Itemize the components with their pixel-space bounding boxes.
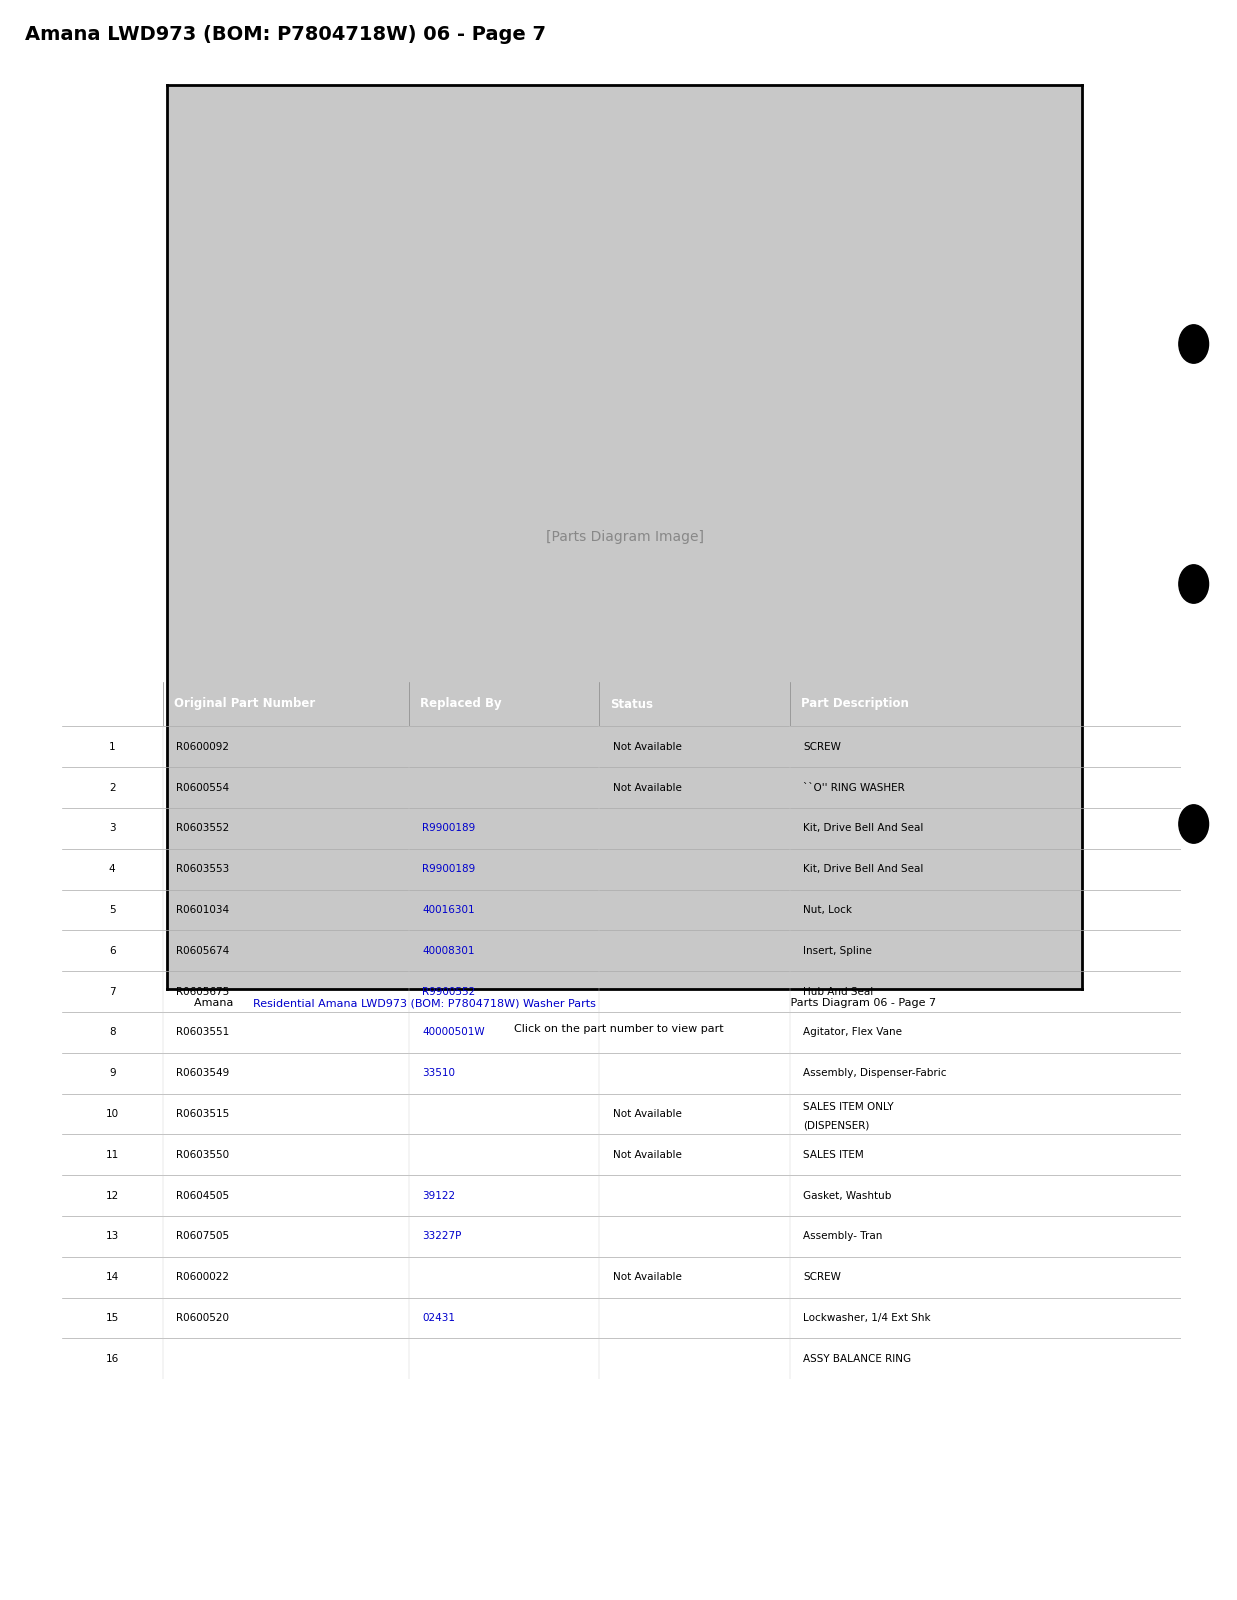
Text: 02431: 02431 [422,1314,455,1323]
Text: Status: Status [610,698,653,710]
Text: Not Available: Not Available [612,1109,682,1118]
Text: Amana LWD973 (BOM: P7804718W) 06 - Page 7: Amana LWD973 (BOM: P7804718W) 06 - Page … [25,26,546,43]
Text: 10: 10 [105,1109,119,1118]
Circle shape [1179,565,1209,603]
Text: R0605674: R0605674 [176,946,229,955]
Text: Not Available: Not Available [612,742,682,752]
Text: Replaced By: Replaced By [421,698,502,710]
Text: Not Available: Not Available [612,782,682,792]
Text: 4: 4 [109,864,115,874]
Text: 8: 8 [109,1027,115,1037]
Text: R9900189: R9900189 [422,864,475,874]
Text: Kit, Drive Bell And Seal: Kit, Drive Bell And Seal [803,864,923,874]
Text: 40016301: 40016301 [422,906,475,915]
Circle shape [1179,325,1209,363]
Text: R0603550: R0603550 [176,1150,229,1160]
Text: 40000501W: 40000501W [422,1027,485,1037]
Text: SALES ITEM ONLY: SALES ITEM ONLY [803,1102,893,1112]
Text: R0607505: R0607505 [176,1232,229,1242]
Text: Lockwasher, 1/4 Ext Shk: Lockwasher, 1/4 Ext Shk [803,1314,930,1323]
Text: R0603552: R0603552 [176,824,229,834]
Text: 13: 13 [105,1232,119,1242]
Text: Gasket, Washtub: Gasket, Washtub [803,1190,892,1200]
Text: Part Description: Part Description [800,698,909,710]
Text: Insert, Spline: Insert, Spline [803,946,872,955]
Text: 40008301: 40008301 [422,946,475,955]
Text: R9900189: R9900189 [422,824,475,834]
Text: 39122: 39122 [422,1190,455,1200]
Text: R0600520: R0600520 [176,1314,229,1323]
Text: R0600092: R0600092 [176,742,229,752]
Text: R0603549: R0603549 [176,1069,229,1078]
Text: 5: 5 [109,906,115,915]
Text: Amana: Amana [193,998,236,1008]
Text: Not Available: Not Available [612,1150,682,1160]
Text: Residential Amana LWD973 (BOM: P7804718W) Washer Parts: Residential Amana LWD973 (BOM: P7804718W… [252,998,596,1008]
Text: ``O'' RING WASHER: ``O'' RING WASHER [803,782,904,792]
Circle shape [1179,805,1209,843]
Text: R0605675: R0605675 [176,987,229,997]
Text: Agitator, Flex Vane: Agitator, Flex Vane [803,1027,902,1037]
Text: 11: 11 [105,1150,119,1160]
Text: R0603553: R0603553 [176,864,229,874]
Text: Item: Item [98,698,127,710]
Text: 1: 1 [109,742,115,752]
Text: Parts Diagram 06 - Page 7: Parts Diagram 06 - Page 7 [787,998,935,1008]
Text: 9: 9 [109,1069,115,1078]
Text: SALES ITEM: SALES ITEM [803,1150,863,1160]
Text: ASSY BALANCE RING: ASSY BALANCE RING [803,1354,912,1363]
Text: 6: 6 [109,946,115,955]
Text: 2: 2 [109,782,115,792]
Text: SCREW: SCREW [803,1272,841,1282]
Text: Not Available: Not Available [612,1272,682,1282]
Text: R9900552: R9900552 [422,987,475,997]
Text: R0600022: R0600022 [176,1272,229,1282]
Text: 7: 7 [109,987,115,997]
Text: R0601034: R0601034 [176,906,229,915]
Text: Original Part Number: Original Part Number [173,698,315,710]
Text: 14: 14 [105,1272,119,1282]
Text: Hub And Seal: Hub And Seal [803,987,873,997]
Text: 3: 3 [109,824,115,834]
Text: 12: 12 [105,1190,119,1200]
Text: Assembly, Dispenser-Fabric: Assembly, Dispenser-Fabric [803,1069,946,1078]
Text: R0604505: R0604505 [176,1190,229,1200]
Text: R0600554: R0600554 [176,782,229,792]
Text: Assembly- Tran: Assembly- Tran [803,1232,882,1242]
Text: [Parts Diagram Image]: [Parts Diagram Image] [546,530,704,544]
Text: R0603551: R0603551 [176,1027,229,1037]
Text: Nut, Lock: Nut, Lock [803,906,852,915]
Text: SCREW: SCREW [803,742,841,752]
Text: (DISPENSER): (DISPENSER) [803,1120,870,1131]
Text: 15: 15 [105,1314,119,1323]
Text: 16: 16 [105,1354,119,1363]
Text: Click on the part number to view part: Click on the part number to view part [513,1024,724,1034]
Text: 33510: 33510 [422,1069,455,1078]
Text: R0603515: R0603515 [176,1109,229,1118]
Text: 33227P: 33227P [422,1232,461,1242]
Text: Kit, Drive Bell And Seal: Kit, Drive Bell And Seal [803,824,923,834]
